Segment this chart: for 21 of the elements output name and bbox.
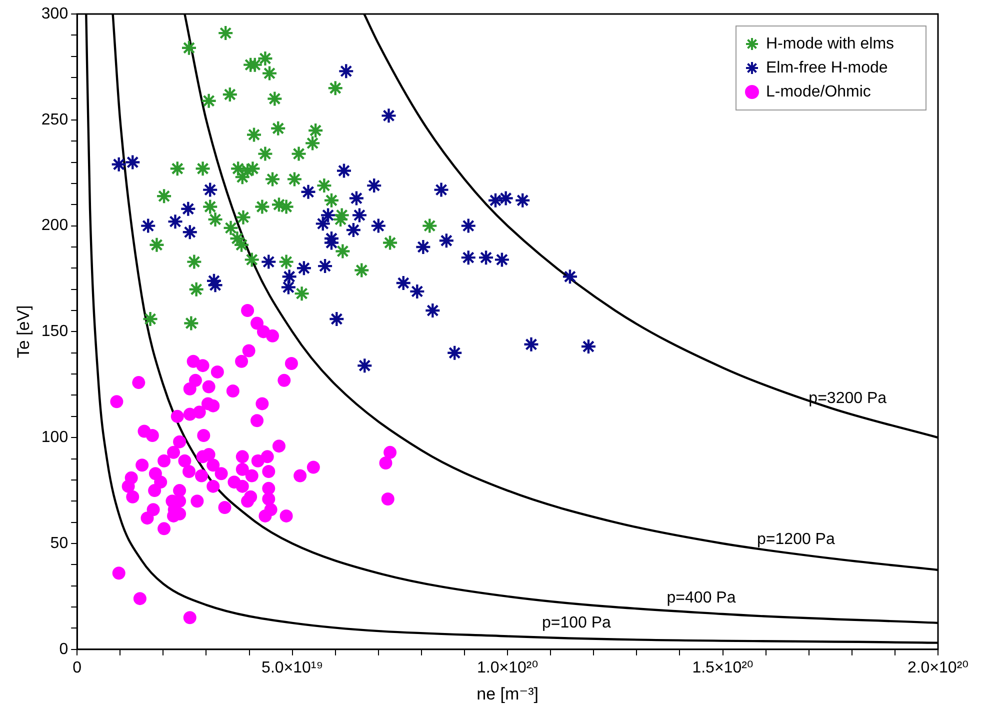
y-tick-label: 100 xyxy=(41,429,68,446)
series-label: p=400 Pa xyxy=(666,590,736,607)
legend-label: L-mode/Ohmic xyxy=(766,83,871,100)
legend-label: H-mode with elms xyxy=(766,35,894,52)
x-tick-label: 5.0×10¹⁹ xyxy=(262,659,324,676)
y-tick-label: 200 xyxy=(41,217,68,234)
series-label: p=1200 Pa xyxy=(757,530,835,548)
legend-label: Elm-free H-mode xyxy=(766,59,888,76)
y-tick-label: 300 xyxy=(41,5,68,22)
y-tick-label: 250 xyxy=(41,111,68,128)
x-tick-label: 1.0×10²⁰ xyxy=(476,659,538,676)
y-tick-label: 150 xyxy=(41,323,68,340)
y-tick-label: 0 xyxy=(59,640,68,658)
x-tick-label: 1.5×10²⁰ xyxy=(692,659,754,676)
x-tick-label: 0 xyxy=(72,659,82,676)
y-axis-title: Te [eV] xyxy=(14,305,33,358)
series-label: p=3200 Pa xyxy=(808,390,887,408)
y-tick-label: 50 xyxy=(50,534,68,552)
x-tick-label: 2.0×10²⁰ xyxy=(907,659,969,676)
series-label: p=100 Pa xyxy=(542,614,611,632)
x-axis-title: ne [m⁻³] xyxy=(476,684,538,704)
